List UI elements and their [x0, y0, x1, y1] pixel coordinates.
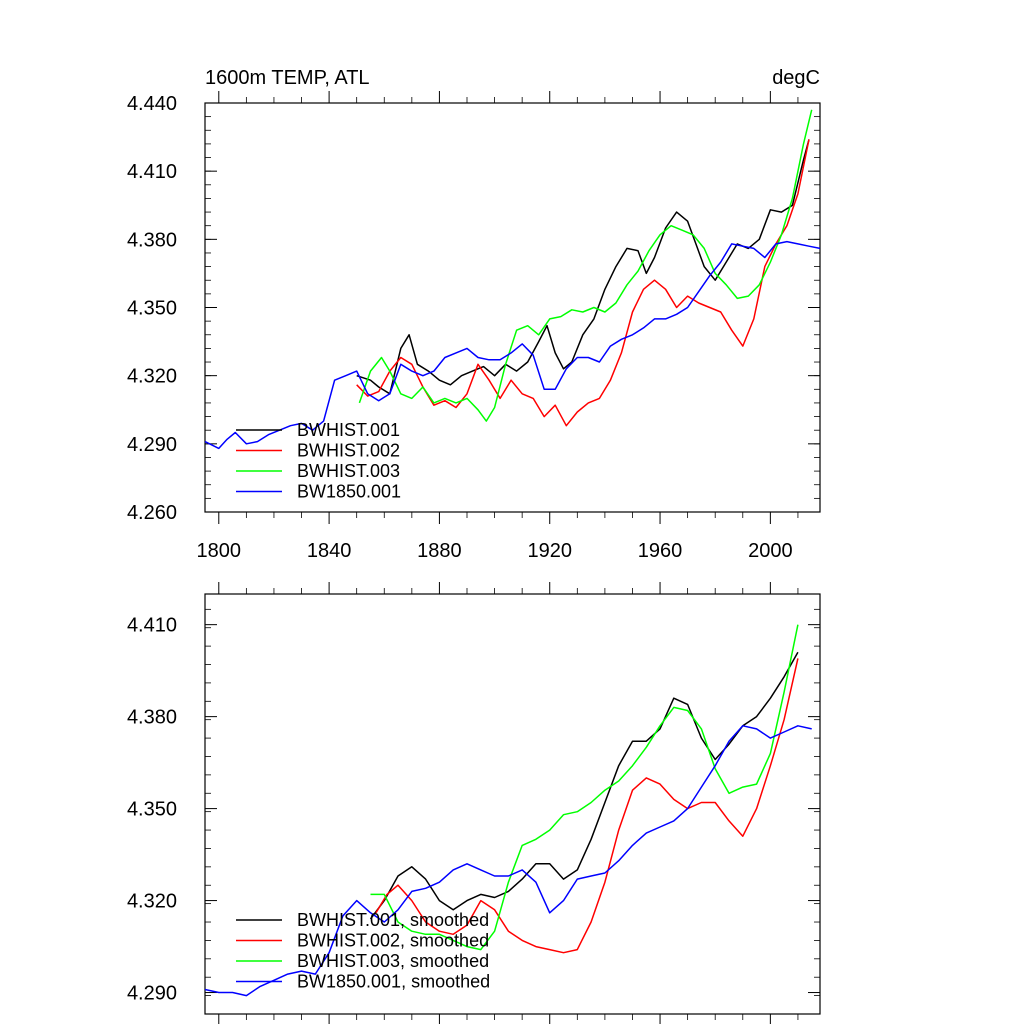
top-xtick-label: 1800 [197, 540, 242, 562]
bottom-series-line-bwhist-003-smoothed [370, 624, 799, 951]
top-y-axis: 4.260 4.290 4.320 4.350 4.380 4.410 4.440 [127, 93, 820, 524]
bottom-y-axis: 4.290 4.320 4.350 4.380 4.410 [127, 615, 820, 1005]
bottom-plot-frame [204, 593, 821, 1015]
top-xtick-label: 2000 [748, 540, 793, 562]
top-series-line-bw1850-001 [204, 240, 821, 450]
top-ytick-label: 4.260 [127, 502, 177, 524]
bottom-legend-label-bw1850-001-smoothed: BW1850.001, smoothed [297, 972, 490, 992]
bottom-series-line-bw1850-001-smoothed [204, 725, 812, 997]
bottom-legend-label-bwhist-001-smoothed: BWHIST.001, smoothed [297, 910, 489, 930]
bottom-series-line-bwhist-002-smoothed [375, 658, 799, 954]
top-series-line-bwhist-002 [356, 139, 810, 427]
bottom-legend-label-bwhist-002-smoothed: BWHIST.002, smoothed [297, 931, 489, 951]
top-ytick-label: 4.380 [127, 229, 177, 251]
bottom-ytick-label: 4.380 [127, 707, 177, 729]
top-series-lines [204, 109, 821, 450]
top-panel-title: 1600m TEMP, ATL [205, 67, 370, 89]
bottom-ytick-label: 4.410 [127, 615, 177, 637]
top-ytick-label: 4.440 [127, 93, 177, 115]
top-legend-label-bw1850-001: BW1850.001 [297, 482, 401, 502]
top-xtick-label: 1920 [527, 540, 572, 562]
bottom-panel: 4.290 4.320 4.350 4.380 4.410 BWHIST.001, sm… [127, 582, 821, 1024]
top-xtick-label: 1840 [307, 540, 352, 562]
bottom-ytick-label: 4.350 [127, 799, 177, 821]
top-series-line-bwhist-001 [356, 139, 810, 395]
top-legend-label-bwhist-002: BWHIST.002 [297, 441, 400, 461]
top-ytick-label: 4.410 [127, 161, 177, 183]
top-xtick-label: 1880 [417, 540, 462, 562]
top-legend-label-bwhist-003: BWHIST.003 [297, 461, 400, 481]
bottom-minor-ticks [205, 588, 820, 1020]
top-xtick-label: 1960 [638, 540, 683, 562]
top-panel-units: degC [772, 67, 820, 89]
bottom-ytick-label: 4.320 [127, 891, 177, 913]
top-panel: 1600m TEMP, ATL degC 4.260 4.290 4.320 4.35… [127, 67, 821, 562]
bottom-ytick-label: 4.290 [127, 983, 177, 1005]
top-series-line-bwhist-003 [358, 109, 813, 422]
bottom-series-lines [204, 624, 812, 997]
bottom-x-axis [218, 582, 771, 1024]
top-ytick-label: 4.350 [127, 298, 177, 320]
top-legend-label-bwhist-001: BWHIST.001 [297, 420, 400, 440]
top-ytick-label: 4.320 [127, 366, 177, 388]
top-x-axis: 1800 1840 1880 1920 1960 2000 [197, 91, 793, 562]
top-ytick-label: 4.290 [127, 434, 177, 456]
bottom-series-line-bwhist-001-smoothed [369, 651, 799, 920]
bottom-legend-label-bwhist-003-smoothed: BWHIST.003, smoothed [297, 951, 489, 971]
